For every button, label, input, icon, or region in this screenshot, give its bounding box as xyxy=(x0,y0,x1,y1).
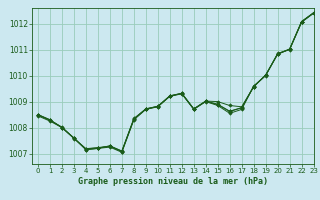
X-axis label: Graphe pression niveau de la mer (hPa): Graphe pression niveau de la mer (hPa) xyxy=(78,177,268,186)
